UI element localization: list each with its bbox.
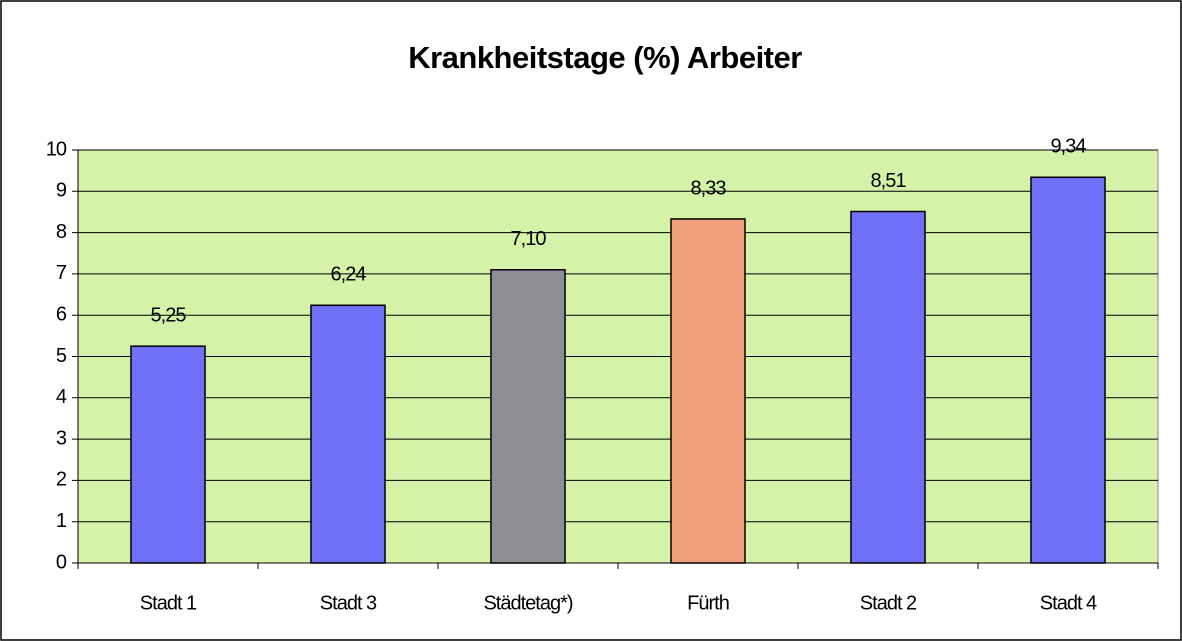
y-tick-label: 9 <box>56 180 67 202</box>
value-label: 6,24 <box>331 264 367 286</box>
y-tick-label: 7 <box>56 262 67 284</box>
x-tick-label: Stadt 2 <box>860 592 917 614</box>
y-tick-label: 6 <box>56 303 67 325</box>
bar <box>670 218 746 564</box>
bar <box>850 210 926 564</box>
y-tick-label: 4 <box>56 386 67 408</box>
x-tick-label: Fürth <box>687 592 729 614</box>
chart-title: Krankheitstage (%) Arbeiter <box>408 40 802 75</box>
x-tick-label: Stadt 1 <box>140 592 197 614</box>
bar <box>1030 176 1106 564</box>
y-tick-label: 3 <box>56 427 67 449</box>
value-label: 7,10 <box>511 228 547 250</box>
bar <box>490 269 566 564</box>
value-label: 8,51 <box>871 170 907 192</box>
y-tick-label: 0 <box>56 551 67 573</box>
value-label: 9,34 <box>1051 136 1087 158</box>
x-tick-label: Stadt 4 <box>1040 592 1097 614</box>
value-label: 8,33 <box>691 177 727 199</box>
bar <box>130 345 206 564</box>
bar <box>310 304 386 564</box>
y-tick-label: 5 <box>56 345 67 367</box>
x-tick-label: Stadt 3 <box>320 592 377 614</box>
y-tick-label: 1 <box>56 510 67 532</box>
value-label: 5,25 <box>151 304 187 326</box>
y-tick-label: 2 <box>56 469 67 491</box>
y-tick-label: 8 <box>56 221 67 243</box>
y-tick-label: 10 <box>46 138 67 160</box>
x-tick-label: Städtetag*) <box>483 592 572 614</box>
